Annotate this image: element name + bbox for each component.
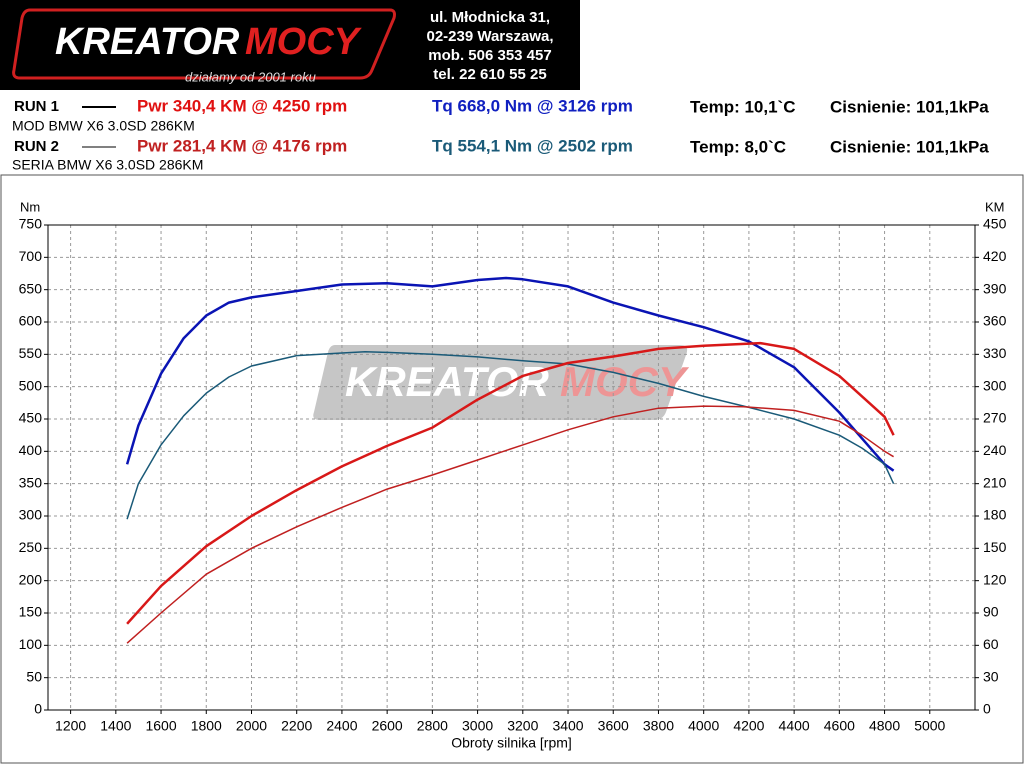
x-axis-label: Obroty silnika [rpm] <box>451 735 572 751</box>
y2-tick-label: 300 <box>983 377 1007 393</box>
y2-tick-label: 420 <box>983 248 1007 264</box>
watermark-text: KREATOR <box>345 358 549 405</box>
y2-axis-label: KM <box>985 199 1005 214</box>
logo-text: MOCY <box>245 21 363 63</box>
watermark-text: MOCY <box>560 358 690 405</box>
y-tick-label: 350 <box>19 474 43 490</box>
x-tick-label: 1800 <box>191 718 222 734</box>
y2-tick-label: 330 <box>983 345 1007 361</box>
y-tick-label: 400 <box>19 442 43 458</box>
plot-frame <box>47 224 976 711</box>
x-tick-label: 3800 <box>643 718 674 734</box>
y-tick-label: 0 <box>34 701 42 717</box>
y2-tick-label: 210 <box>983 474 1007 490</box>
x-tick-label: 3200 <box>507 718 538 734</box>
y-tick-label: 200 <box>19 571 43 587</box>
y-tick-label: 100 <box>19 636 43 652</box>
address: mob. 506 353 457 <box>428 47 551 64</box>
address: 02-239 Warszawa, <box>426 28 553 45</box>
y2-tick-label: 270 <box>983 410 1007 426</box>
logo-frame <box>12 8 396 80</box>
x-tick-label: 4000 <box>688 718 719 734</box>
y2-tick-label: 0 <box>983 701 991 717</box>
curve <box>125 276 895 472</box>
y-tick-label: 50 <box>26 668 42 684</box>
x-tick-label: 2400 <box>326 718 357 734</box>
x-tick-label: 2800 <box>417 718 448 734</box>
y2-tick-label: 150 <box>983 539 1007 555</box>
run-label: RUN 2 <box>14 138 59 155</box>
address: tel. 22 610 55 25 <box>433 66 546 83</box>
y-tick-label: 750 <box>19 216 43 232</box>
run-press: Cisnienie: 101,1kPa <box>830 137 989 156</box>
x-tick-label: 4800 <box>869 718 900 734</box>
x-tick-label: 4600 <box>824 718 855 734</box>
run-tq: Tq 554,1 Nm @ 2502 rpm <box>432 136 633 155</box>
y2-tick-label: 120 <box>983 571 1007 587</box>
logo-text: KREATOR <box>55 21 240 63</box>
curve <box>126 350 895 520</box>
x-tick-label: 1400 <box>100 718 131 734</box>
run-temp: Temp: 8,0`C <box>690 137 786 156</box>
curve <box>126 341 895 625</box>
curve <box>126 405 894 644</box>
run-tq: Tq 668,0 Nm @ 3126 rpm <box>432 96 633 115</box>
run-temp: Temp: 10,1`C <box>690 97 796 116</box>
y2-tick-label: 30 <box>983 668 999 684</box>
run-pwr: Pwr 281,4 KM @ 4176 rpm <box>137 136 347 155</box>
x-tick-label: 2000 <box>236 718 267 734</box>
y2-tick-label: 390 <box>983 280 1007 296</box>
x-tick-label: 3600 <box>598 718 629 734</box>
run-press: Cisnienie: 101,1kPa <box>830 97 989 116</box>
y-tick-label: 550 <box>19 345 43 361</box>
y-axis-label: Nm <box>20 199 40 214</box>
y2-tick-label: 450 <box>983 216 1007 232</box>
y2-tick-label: 60 <box>983 636 999 652</box>
x-tick-label: 3000 <box>462 718 493 734</box>
address: ul. Młodnicka 31, <box>430 9 550 26</box>
run-car: MOD BMW X6 3.0SD 286KM <box>12 118 195 134</box>
watermark <box>313 345 688 420</box>
y-tick-label: 700 <box>19 248 43 264</box>
run-pwr: Pwr 340,4 KM @ 4250 rpm <box>137 96 347 115</box>
x-tick-label: 1200 <box>55 718 86 734</box>
x-tick-label: 3400 <box>552 718 583 734</box>
x-tick-label: 4200 <box>733 718 764 734</box>
y2-tick-label: 180 <box>983 507 1007 523</box>
tagline: działamy od 2001 roku <box>185 69 316 84</box>
x-tick-label: 2200 <box>281 718 312 734</box>
x-tick-label: 5000 <box>914 718 945 734</box>
x-tick-label: 2600 <box>372 718 403 734</box>
chart-frame <box>0 174 1024 764</box>
y-tick-label: 450 <box>19 410 43 426</box>
x-tick-label: 1600 <box>145 718 176 734</box>
y-tick-label: 650 <box>19 280 43 296</box>
run-label: RUN 1 <box>14 98 59 115</box>
y2-tick-label: 240 <box>983 442 1007 458</box>
x-tick-label: 4400 <box>779 718 810 734</box>
y-tick-label: 150 <box>19 604 43 620</box>
y-tick-label: 600 <box>19 313 43 329</box>
logo-bg <box>0 0 580 90</box>
y-tick-label: 300 <box>19 507 43 523</box>
y-tick-label: 250 <box>19 539 43 555</box>
y-tick-label: 500 <box>19 377 43 393</box>
y2-tick-label: 360 <box>983 313 1007 329</box>
run-car: SERIA BMW X6 3.0SD 286KM <box>12 157 203 173</box>
y2-tick-label: 90 <box>983 604 999 620</box>
